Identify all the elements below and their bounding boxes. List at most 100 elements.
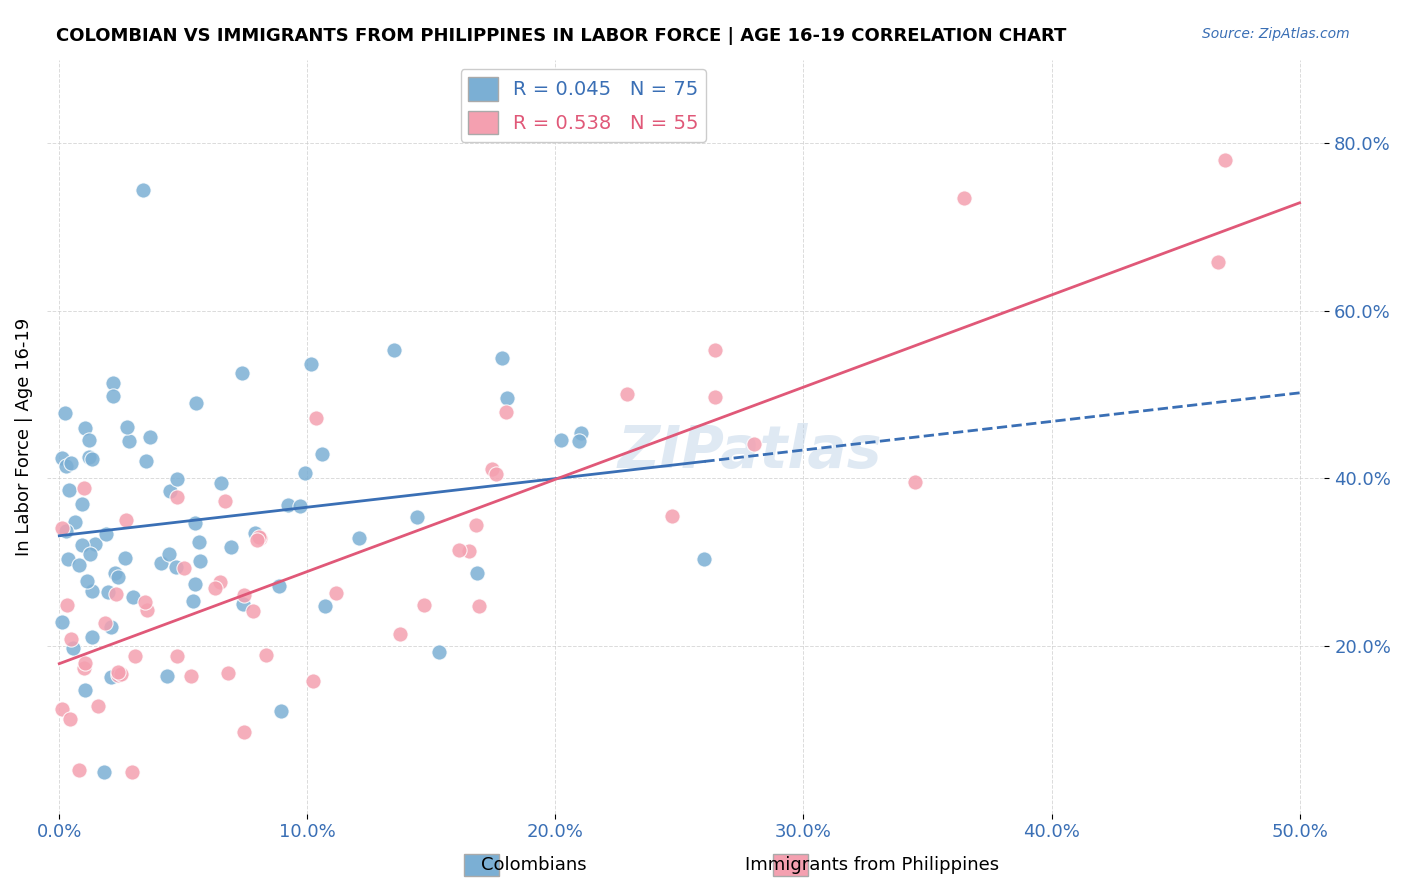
Point xyxy=(58,483,80,497)
Point xyxy=(616,386,638,401)
Point xyxy=(132,183,155,197)
Point xyxy=(305,410,328,425)
Legend: R = 0.045   N = 75, R = 0.538   N = 55: R = 0.045 N = 75, R = 0.538 N = 55 xyxy=(461,70,706,142)
Point xyxy=(953,191,976,205)
Point xyxy=(209,475,232,490)
Point xyxy=(496,391,519,405)
Point xyxy=(184,577,207,591)
Point xyxy=(82,452,104,467)
Point xyxy=(742,437,765,451)
Point xyxy=(188,553,211,567)
Text: ZIPatlas: ZIPatlas xyxy=(617,423,882,480)
Point xyxy=(217,665,239,680)
Point xyxy=(232,725,254,739)
Point xyxy=(53,406,76,420)
Point xyxy=(249,531,271,545)
Point xyxy=(62,640,84,655)
Point xyxy=(55,524,77,538)
Point xyxy=(135,454,157,468)
Point xyxy=(104,587,127,601)
Point xyxy=(51,615,73,630)
Point xyxy=(73,661,96,675)
Point xyxy=(269,579,291,593)
Point xyxy=(51,702,73,716)
Point xyxy=(465,566,488,580)
Point xyxy=(242,604,264,618)
Point xyxy=(204,582,226,596)
Text: Colombians: Colombians xyxy=(481,856,588,874)
Point xyxy=(115,420,138,434)
Point xyxy=(56,598,79,612)
Point xyxy=(110,666,132,681)
Point xyxy=(73,682,96,697)
Point xyxy=(550,433,572,447)
Point xyxy=(100,620,122,634)
Point xyxy=(73,656,96,670)
Point xyxy=(246,533,269,547)
Point xyxy=(232,598,254,612)
Point xyxy=(97,585,120,599)
Point xyxy=(311,447,333,461)
Point xyxy=(457,544,479,558)
Point xyxy=(245,525,267,540)
Point xyxy=(63,515,86,529)
Point xyxy=(80,630,103,644)
Point xyxy=(214,494,236,508)
Point xyxy=(87,699,110,714)
Point xyxy=(299,358,322,372)
Point xyxy=(100,670,122,684)
Point xyxy=(184,395,207,409)
Text: COLOMBIAN VS IMMIGRANTS FROM PHILIPPINES IN LABOR FORCE | AGE 16-19 CORRELATION : COLOMBIAN VS IMMIGRANTS FROM PHILIPPINES… xyxy=(56,27,1067,45)
Point xyxy=(121,764,143,779)
Point xyxy=(159,484,181,499)
Point xyxy=(388,627,411,641)
Point xyxy=(481,462,503,476)
Point xyxy=(150,557,173,571)
Point xyxy=(73,481,96,495)
Point xyxy=(139,430,162,444)
Point xyxy=(55,459,77,474)
Point xyxy=(568,434,591,448)
Point xyxy=(107,569,129,583)
Point xyxy=(51,521,73,535)
Point xyxy=(77,433,100,447)
Point xyxy=(59,456,82,470)
Point xyxy=(79,450,101,465)
Point xyxy=(405,509,427,524)
Point xyxy=(187,535,209,549)
Point xyxy=(166,471,188,485)
Point xyxy=(93,764,115,779)
Point xyxy=(290,499,312,513)
Text: Immigrants from Philippines: Immigrants from Philippines xyxy=(745,856,998,874)
Point xyxy=(277,498,299,512)
Point xyxy=(468,599,491,614)
Point xyxy=(1206,255,1229,269)
Point xyxy=(96,527,118,541)
Point xyxy=(495,404,517,418)
Point xyxy=(904,475,927,489)
Point xyxy=(347,531,370,545)
Point xyxy=(51,450,73,465)
Point xyxy=(79,547,101,561)
Point xyxy=(157,548,180,562)
Point xyxy=(180,669,202,683)
Point xyxy=(314,599,336,613)
Point xyxy=(136,603,159,617)
Point xyxy=(165,559,187,574)
Point xyxy=(103,376,125,391)
Point xyxy=(107,665,129,680)
Point xyxy=(76,574,98,588)
Point xyxy=(464,517,486,532)
Point xyxy=(70,538,93,552)
Point xyxy=(70,498,93,512)
Point xyxy=(181,594,204,608)
Point xyxy=(107,668,129,682)
Point xyxy=(124,649,146,664)
Point xyxy=(94,615,117,630)
Point xyxy=(270,705,292,719)
Point xyxy=(301,673,323,688)
Point xyxy=(58,551,80,566)
Point xyxy=(231,366,253,380)
Point xyxy=(156,669,179,683)
Point xyxy=(59,712,82,726)
